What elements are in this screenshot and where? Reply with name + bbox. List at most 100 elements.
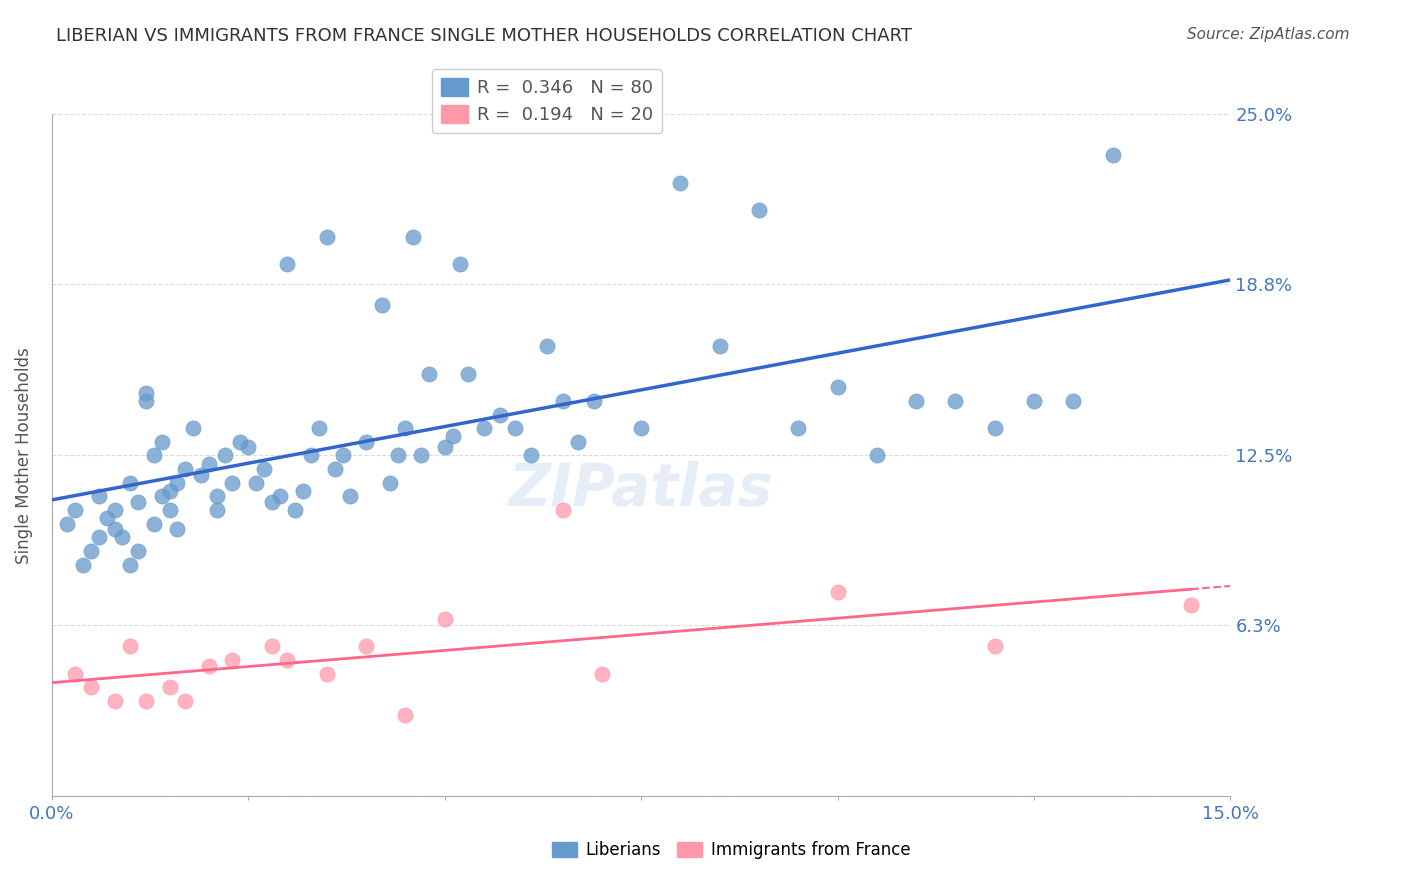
Point (567, 434, 589, 449)
Point (378, 475, 401, 490)
Point (80, 544, 103, 558)
Point (709, 339, 731, 353)
Point (205, 503, 228, 517)
Point (582, 393, 605, 408)
Point (827, 380, 849, 394)
Point (1062, 393, 1084, 408)
Point (159, 503, 181, 517)
Point (905, 393, 928, 408)
Point (104, 503, 127, 517)
Point (96, 511, 118, 525)
Point (669, 176, 692, 190)
Point (551, 393, 574, 408)
Point (166, 475, 188, 490)
Point (354, 640, 377, 654)
Y-axis label: Single Mother Households: Single Mother Households (15, 347, 32, 564)
Point (150, 434, 173, 449)
Point (787, 421, 810, 435)
Point (142, 516, 165, 531)
Point (308, 421, 330, 435)
Point (418, 367, 440, 381)
Point (166, 522, 188, 536)
Point (983, 640, 1005, 654)
Point (630, 421, 652, 435)
Point (748, 202, 770, 217)
Point (402, 230, 425, 244)
Point (205, 489, 228, 503)
Point (866, 449, 889, 463)
Point (229, 434, 252, 449)
Point (214, 449, 236, 463)
Point (72, 558, 94, 572)
Point (449, 258, 471, 272)
Point (1180, 599, 1202, 613)
Point (433, 440, 456, 454)
Point (284, 503, 307, 517)
Point (536, 339, 558, 353)
Point (56, 516, 79, 531)
Point (1022, 393, 1045, 408)
Point (174, 694, 197, 708)
Point (135, 385, 157, 400)
Point (159, 681, 181, 695)
Point (111, 530, 134, 544)
Point (551, 503, 574, 517)
Point (104, 694, 127, 708)
Point (260, 495, 283, 509)
Point (409, 449, 432, 463)
Text: Source: ZipAtlas.com: Source: ZipAtlas.com (1187, 27, 1350, 42)
Point (488, 408, 510, 422)
Point (332, 449, 354, 463)
Point (65, 666, 87, 681)
Point (221, 475, 243, 490)
Point (104, 522, 127, 536)
Point (505, 421, 527, 435)
Point (292, 483, 315, 498)
Point (394, 707, 416, 722)
Text: ZIPatlas: ZIPatlas (509, 461, 773, 518)
Point (387, 449, 409, 463)
Point (87, 530, 110, 544)
Point (253, 462, 276, 476)
Point (181, 421, 204, 435)
Point (591, 666, 613, 681)
Point (127, 544, 149, 558)
Legend: R =  0.346   N = 80, R =  0.194   N = 20: R = 0.346 N = 80, R = 0.194 N = 20 (432, 69, 662, 133)
Point (150, 489, 173, 503)
Point (394, 421, 416, 435)
Point (315, 666, 337, 681)
Point (339, 489, 361, 503)
Point (945, 393, 967, 408)
Point (127, 495, 149, 509)
Point (221, 653, 243, 667)
Point (520, 449, 543, 463)
Point (135, 694, 157, 708)
Point (299, 449, 322, 463)
Point (65, 503, 87, 517)
Point (260, 640, 283, 654)
Point (120, 558, 142, 572)
Point (441, 429, 464, 443)
Legend: Liberians, Immigrants from France: Liberians, Immigrants from France (546, 835, 917, 866)
Point (120, 475, 142, 490)
Point (80, 681, 103, 695)
Point (983, 421, 1005, 435)
Point (323, 462, 346, 476)
Point (472, 421, 495, 435)
Point (354, 434, 377, 449)
Text: LIBERIAN VS IMMIGRANTS FROM FRANCE SINGLE MOTHER HOUSEHOLDS CORRELATION CHART: LIBERIAN VS IMMIGRANTS FROM FRANCE SINGL… (56, 27, 912, 45)
Point (190, 467, 212, 482)
Point (135, 393, 157, 408)
Point (142, 449, 165, 463)
Point (371, 298, 394, 312)
Point (238, 440, 260, 454)
Point (198, 457, 221, 471)
Point (87, 489, 110, 503)
Point (245, 475, 267, 490)
Point (315, 230, 337, 244)
Point (827, 585, 849, 599)
Point (1101, 148, 1123, 162)
Point (198, 658, 221, 673)
Point (276, 653, 298, 667)
Point (433, 612, 456, 626)
